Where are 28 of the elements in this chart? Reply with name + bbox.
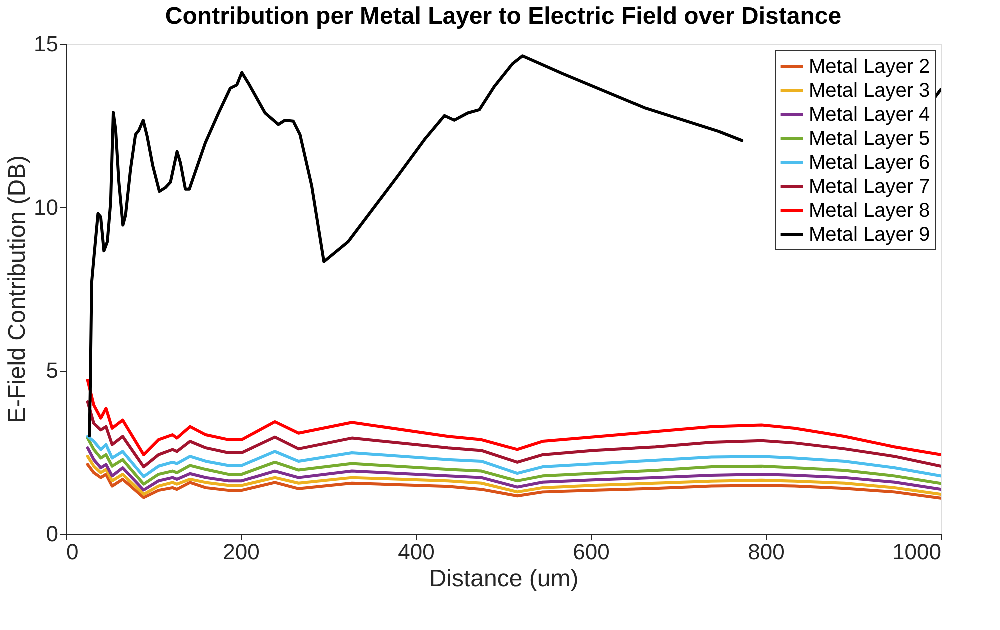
x-tick-label: 600 [573, 540, 610, 564]
y-axis-title: E-Field Contribution (DB) [4, 155, 32, 424]
chart-title: Contribution per Metal Layer to Electric Field over Distance [165, 3, 842, 30]
legend-label: Metal Layer 3 [809, 80, 930, 102]
line-series [86, 435, 941, 478]
x-tick-label: 400 [398, 540, 435, 564]
legend-label: Metal Layer 2 [809, 56, 930, 78]
y-tick-label: 5 [46, 358, 58, 384]
line-series [86, 463, 941, 500]
legend-label: Metal Layer 9 [809, 224, 930, 246]
x-axis-title: Distance (um) [429, 566, 579, 592]
legend-label: Metal Layer 8 [809, 200, 930, 222]
legend-label: Metal Layer 5 [809, 128, 930, 150]
x-tick-label: 800 [748, 540, 785, 564]
line-series [86, 400, 941, 469]
y-tick-label: 0 [46, 522, 58, 546]
line-series [86, 378, 941, 456]
x-tick-label: 200 [223, 540, 260, 564]
x-tick-label: 1000 [892, 540, 942, 564]
y-tick-label: 10 [34, 194, 58, 220]
line-series [86, 436, 941, 486]
legend-label: Metal Layer 4 [809, 104, 930, 126]
line-series [86, 455, 941, 496]
x-tick-label: 0 [66, 540, 79, 564]
legend-label: Metal Layer 6 [809, 152, 930, 174]
line-series [86, 446, 941, 492]
legend-label: Metal Layer 7 [809, 176, 930, 198]
y-tick-label: 15 [34, 32, 58, 56]
